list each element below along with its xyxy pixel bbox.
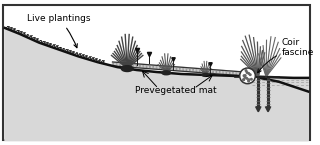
Circle shape: [244, 77, 246, 78]
Polygon shape: [113, 62, 252, 76]
Ellipse shape: [121, 66, 133, 71]
Circle shape: [251, 78, 252, 80]
Circle shape: [248, 79, 250, 80]
Circle shape: [246, 78, 247, 79]
Circle shape: [248, 79, 250, 81]
Circle shape: [240, 68, 255, 84]
Circle shape: [244, 75, 246, 76]
Circle shape: [250, 74, 251, 76]
Text: Prevegetated mat: Prevegetated mat: [135, 86, 217, 95]
Text: Coir
fascine: Coir fascine: [258, 38, 314, 73]
Circle shape: [243, 79, 244, 81]
Polygon shape: [5, 28, 308, 141]
Polygon shape: [259, 78, 308, 141]
Ellipse shape: [202, 74, 209, 76]
Circle shape: [245, 70, 247, 71]
FancyBboxPatch shape: [3, 4, 310, 141]
Circle shape: [243, 75, 245, 76]
Circle shape: [243, 79, 244, 80]
Circle shape: [248, 73, 250, 74]
Circle shape: [246, 72, 248, 73]
Circle shape: [248, 80, 249, 82]
Text: Live plantings: Live plantings: [28, 14, 91, 48]
Ellipse shape: [162, 71, 171, 75]
